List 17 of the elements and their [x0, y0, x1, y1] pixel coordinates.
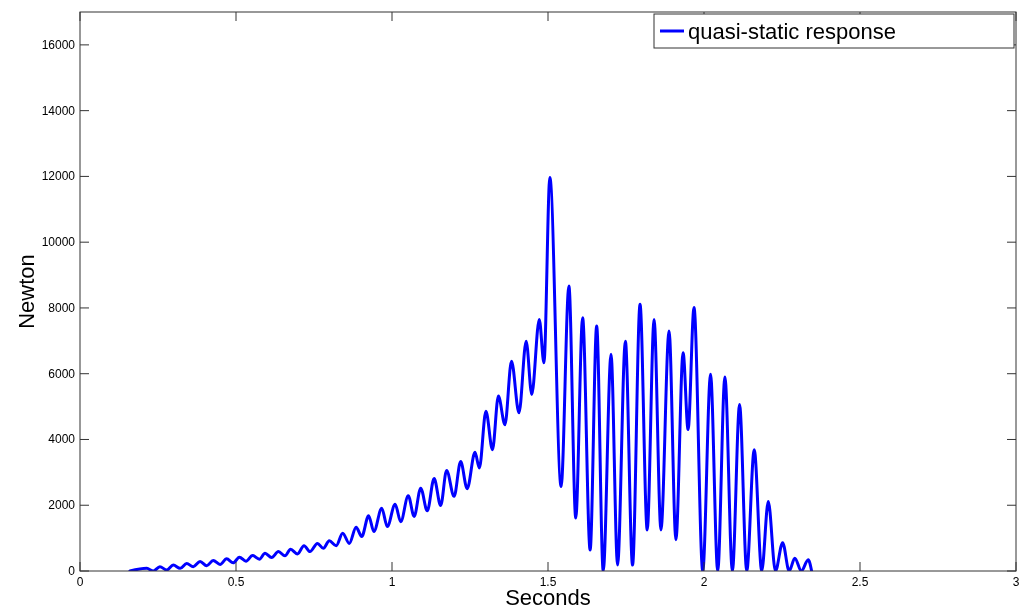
line-series — [128, 175, 814, 571]
x-tick-label: 1 — [388, 575, 396, 589]
y-axis-title: Newton — [14, 254, 39, 329]
legend-label: quasi-static response — [688, 19, 896, 44]
x-tick-label: 2.5 — [851, 575, 869, 589]
y-tick-label: 14000 — [41, 103, 76, 118]
y-tick-label: 8000 — [48, 300, 76, 315]
y-tick-label: 4000 — [48, 432, 76, 447]
y-tick-label: 2000 — [48, 498, 76, 513]
x-tick-label: 3 — [1012, 575, 1019, 589]
y-tick-label: 6000 — [48, 366, 76, 381]
x-tick-label: 0.5 — [227, 575, 245, 589]
y-tick-label: 0 — [68, 564, 76, 578]
y-tick-label: 12000 — [41, 169, 76, 184]
y-tick-label: 16000 — [41, 37, 76, 52]
y-tick-label: 10000 — [41, 235, 76, 250]
x-tick-label: 2 — [700, 575, 708, 589]
